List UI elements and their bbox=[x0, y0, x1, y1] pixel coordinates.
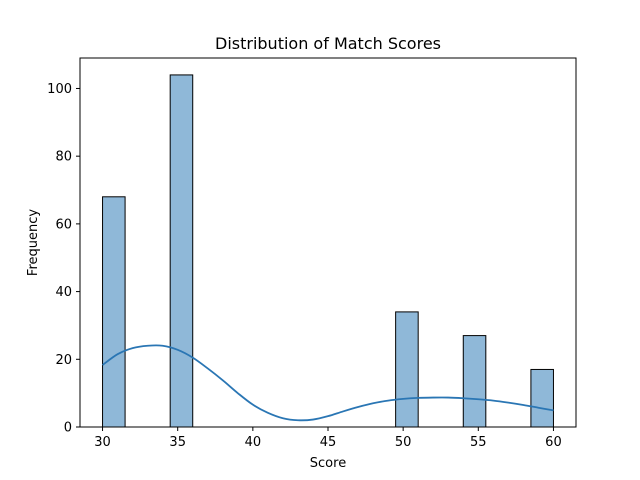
histogram-bar bbox=[462, 335, 487, 428]
y-tick-label: 60 bbox=[55, 217, 72, 232]
x-tick-label: 35 bbox=[169, 435, 186, 450]
y-tick-label: 80 bbox=[55, 150, 72, 165]
histogram-bar bbox=[169, 74, 194, 428]
bars-layer bbox=[102, 74, 554, 428]
plot-frame bbox=[79, 57, 577, 428]
y-tick-label: 100 bbox=[47, 82, 72, 97]
x-tick-label: 60 bbox=[545, 435, 562, 450]
histogram-bar bbox=[530, 368, 554, 428]
x-axis-label: Score bbox=[310, 456, 346, 471]
y-tick-label: 0 bbox=[64, 421, 72, 436]
x-axis-ticks: 30 35 40 45 50 55 60 bbox=[94, 427, 562, 450]
x-tick-label: 50 bbox=[395, 435, 412, 450]
y-axis-label: Frequency bbox=[26, 209, 41, 276]
histogram-bar bbox=[102, 196, 126, 428]
x-tick-label: 40 bbox=[245, 435, 262, 450]
y-axis-ticks: 0 20 40 60 80 100 bbox=[47, 82, 80, 436]
x-tick-label: 30 bbox=[94, 435, 111, 450]
x-tick-label: 45 bbox=[320, 435, 337, 450]
x-tick-label: 55 bbox=[470, 435, 487, 450]
histogram-bar bbox=[395, 311, 419, 428]
kde-curve bbox=[102, 344, 554, 422]
y-tick-label: 20 bbox=[55, 353, 72, 368]
kde-layer bbox=[102, 344, 554, 422]
y-tick-label: 40 bbox=[55, 285, 72, 300]
chart-title: Distribution of Match Scores bbox=[215, 34, 441, 53]
